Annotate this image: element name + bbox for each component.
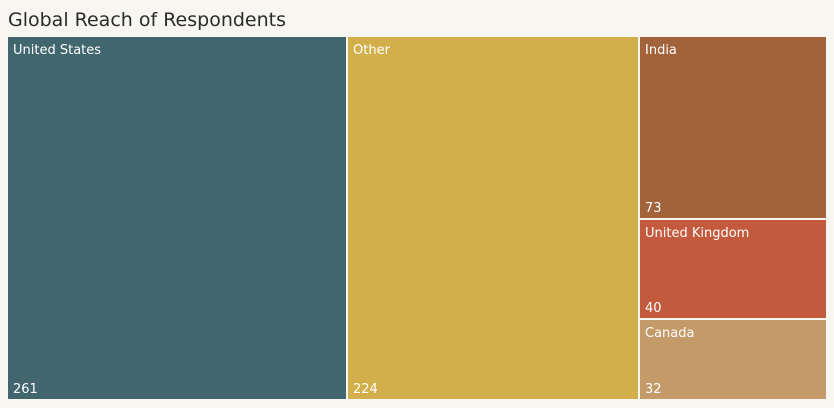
tile-label: Other	[353, 43, 390, 58]
treemap-tile: United States 261	[7, 36, 347, 400]
tile-value: 261	[13, 382, 38, 397]
tile-value: 32	[645, 382, 662, 397]
treemap-tile: Canada 32	[639, 319, 827, 400]
tile-value: 224	[353, 382, 378, 397]
treemap-tile: India 73	[639, 36, 827, 219]
tile-label: Canada	[645, 326, 695, 341]
tile-value: 40	[645, 301, 662, 316]
tile-label: India	[645, 43, 677, 58]
tile-value: 73	[645, 201, 662, 216]
treemap-tile: United Kingdom 40	[639, 219, 827, 319]
chart-title: Global Reach of Respondents	[8, 9, 287, 31]
tile-label: United Kingdom	[645, 226, 750, 241]
treemap: United States 261 Other 224 India 73 United Ki…	[7, 36, 827, 400]
treemap-tile: Other 224	[347, 36, 639, 400]
tile-label: United States	[13, 43, 102, 58]
